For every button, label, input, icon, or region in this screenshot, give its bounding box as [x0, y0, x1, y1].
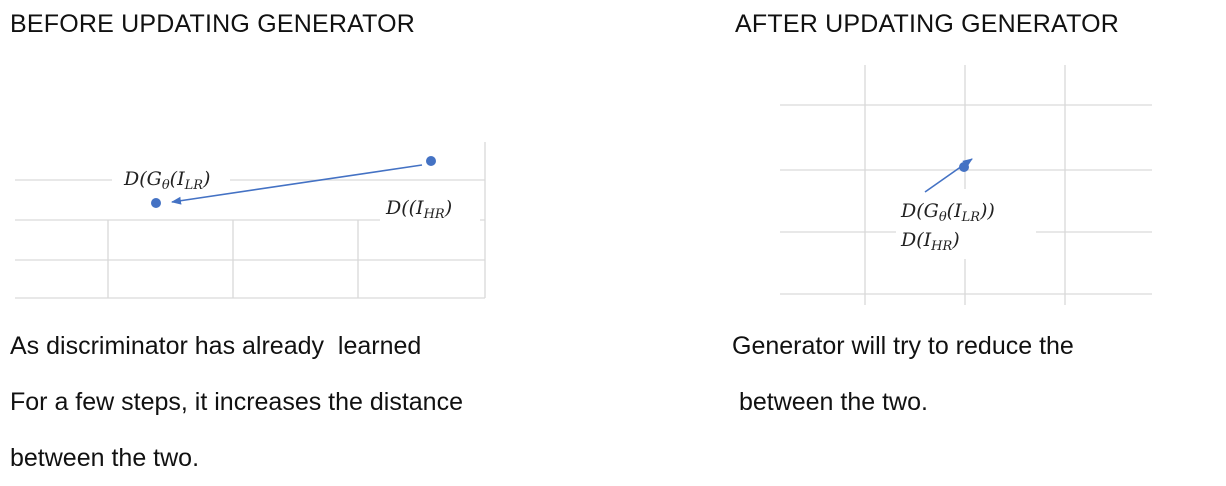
caption-line: between the two.	[10, 444, 200, 472]
before-caption: As discriminator has already learned For …	[10, 318, 463, 486]
generated-point	[151, 198, 161, 208]
generated-label: D(Gθ(ILR)	[123, 168, 210, 193]
caption-line: between the two.	[732, 388, 928, 416]
after-caption: Generator will try to reduce the between…	[732, 318, 1074, 430]
after-title: AFTER UPDATING GENERATOR	[735, 10, 1119, 38]
label-backdrop-generated	[112, 166, 230, 196]
before-title: BEFORE UPDATING GENERATOR	[10, 10, 416, 38]
caption-line: For a few steps, it increases the distan…	[10, 388, 463, 416]
real-label: D((IHR)	[385, 197, 452, 222]
caption-line: Generator will try to reduce the	[732, 332, 1074, 360]
label-backdrop-real	[380, 188, 480, 228]
merged-point	[959, 162, 969, 172]
after-grid	[780, 65, 1152, 305]
generated-label-after: D(Gθ(ILR))	[900, 200, 995, 225]
real-point	[426, 156, 436, 166]
caption-line: As discriminator has already learned	[10, 332, 422, 360]
label-backdrop-after	[896, 189, 1036, 259]
real-label-after: D(IHR)	[900, 229, 960, 254]
before-diagram: D(Gθ(ILR) D((IHR)	[15, 142, 486, 299]
distance-arrow	[171, 164, 423, 205]
after-diagram: D(Gθ(ILR)) D(IHR)	[780, 65, 1152, 305]
